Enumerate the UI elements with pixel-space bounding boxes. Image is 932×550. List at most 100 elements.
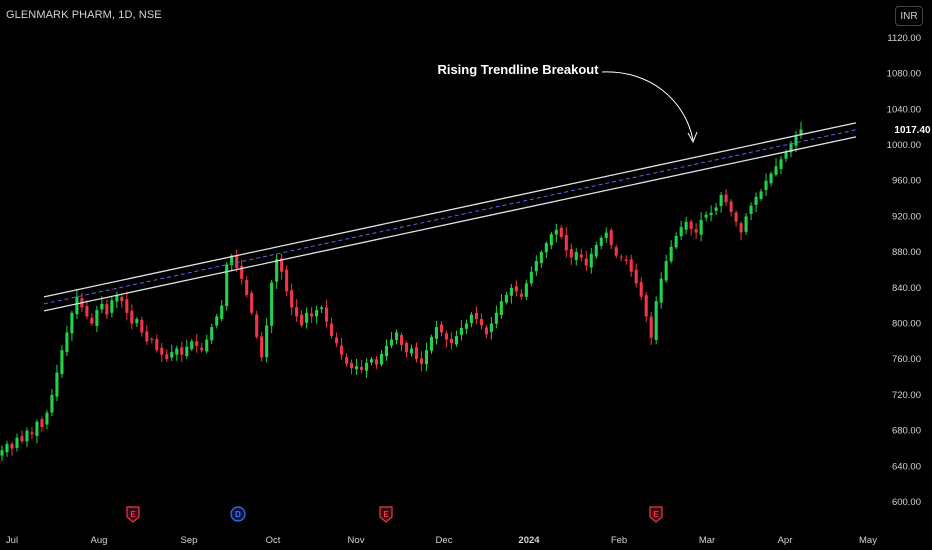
candle-body (639, 282, 643, 297)
candle-body (295, 307, 299, 317)
candle-body (315, 310, 319, 317)
candle-body (160, 347, 164, 355)
candle-body (250, 292, 254, 313)
candle-body (5, 443, 9, 453)
earnings-marker-icon (379, 506, 393, 523)
candle-body (120, 296, 124, 302)
candle-body (739, 223, 743, 233)
candle-body (424, 350, 429, 365)
event-marker-label: E (383, 510, 389, 519)
candle-body (404, 343, 409, 353)
candle-body (15, 437, 19, 448)
candle-body (175, 348, 179, 355)
candle-body (429, 336, 434, 351)
candle-body (215, 316, 219, 326)
event-marker-label: D (235, 510, 241, 519)
candle-body (439, 324, 443, 333)
candle-body (360, 366, 364, 370)
candle-body (100, 303, 104, 310)
symbol-title[interactable]: GLENMARK PHARM, 1D, NSE (6, 9, 162, 21)
candle-body (779, 159, 783, 169)
candle-body (374, 359, 379, 365)
candle-body (275, 259, 279, 282)
candle-body (689, 221, 693, 229)
candle-body (369, 359, 374, 363)
candle-body (220, 305, 224, 320)
candle-body (764, 180, 768, 191)
candle-body (0, 450, 4, 456)
candle-body (629, 259, 633, 272)
candle-body (534, 261, 538, 272)
annotation-arrowhead (687, 131, 698, 144)
y-tick-label: 920.00 (892, 211, 921, 222)
candle-body (150, 338, 154, 340)
x-tick-label: 2024 (518, 535, 540, 546)
candle-body (714, 207, 718, 211)
y-tick-label: 960.00 (892, 176, 921, 187)
candle-body (494, 312, 498, 324)
candle-body (140, 319, 144, 333)
candle-body (514, 286, 518, 292)
candle-body (564, 235, 568, 251)
earnings-marker-icon (126, 506, 140, 523)
x-tick-label: Nov (348, 535, 365, 546)
candle-body (399, 334, 404, 345)
candle-body (504, 294, 508, 303)
x-tick-label: Oct (266, 535, 281, 546)
x-tick-label: Dec (436, 535, 453, 546)
event-marker-label: E (130, 510, 136, 519)
candle-body (325, 307, 329, 322)
candle-body (260, 336, 264, 358)
candle-body (300, 314, 304, 326)
trendline-channel-edge (43, 136, 857, 312)
candle-body (449, 338, 453, 344)
candle-body (784, 152, 788, 159)
candle-body (355, 366, 359, 370)
candle-body (674, 236, 678, 248)
candle-body (305, 312, 309, 323)
candle-body (794, 136, 798, 146)
currency-button[interactable]: INR (895, 6, 923, 26)
candle-body (165, 354, 169, 360)
candle-body (310, 313, 314, 317)
candle-body (709, 212, 713, 216)
candle-body (474, 312, 478, 320)
candle-body (659, 278, 663, 303)
candle-body (719, 194, 723, 206)
candle-body (454, 335, 458, 345)
candle-body (559, 227, 563, 237)
candle-body (330, 323, 334, 336)
candle-body (90, 317, 94, 324)
candle-body (245, 280, 249, 295)
candle-body (789, 143, 793, 153)
candle-body (70, 312, 74, 334)
candle-body (734, 212, 738, 222)
candle-body (509, 287, 513, 296)
candle-body (599, 237, 603, 246)
candle-body (190, 341, 194, 350)
candle-body (210, 327, 214, 341)
candle-body (320, 307, 324, 309)
candle-body (669, 246, 673, 262)
candle-body (694, 229, 698, 233)
y-tick-label: 760.00 (892, 354, 921, 365)
last-price-label: 1017.40 (893, 123, 932, 137)
candle-body (584, 258, 588, 266)
y-tick-label: 1040.00 (887, 104, 921, 115)
x-tick-label: Aug (91, 535, 108, 546)
candle-body (20, 436, 24, 442)
candle-body (25, 430, 29, 442)
candle-body (280, 258, 284, 272)
candle-body (609, 230, 613, 245)
candle-body (60, 350, 64, 375)
candle-body (185, 346, 189, 357)
x-tick-label: Sep (181, 535, 198, 546)
candle-body (529, 271, 533, 284)
trendline-midline (43, 129, 857, 305)
candle-body (554, 229, 558, 235)
candle-body (255, 314, 259, 337)
candle-body (744, 216, 748, 232)
candle-body (479, 318, 483, 326)
